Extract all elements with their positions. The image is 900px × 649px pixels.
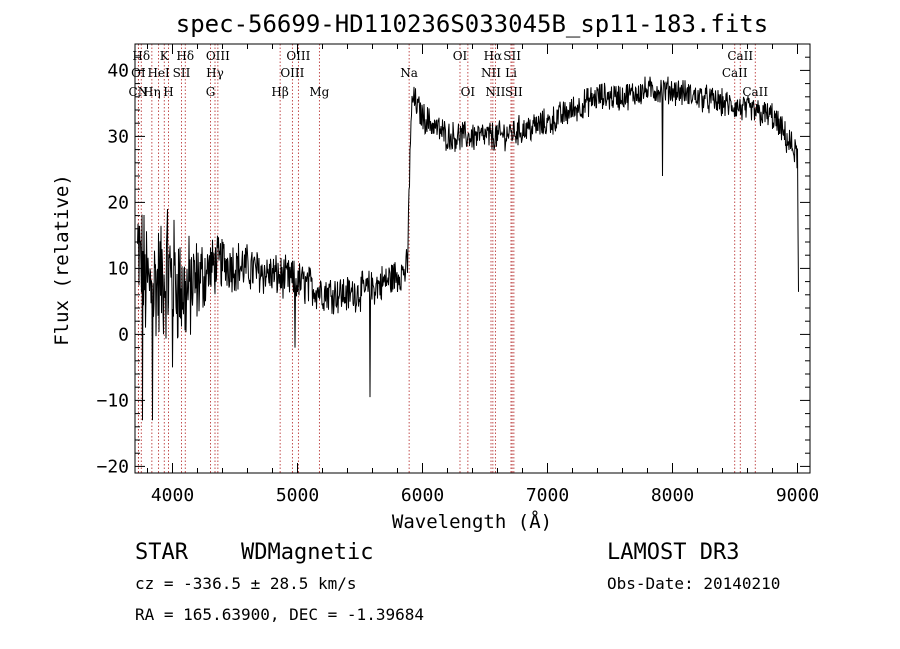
spectral-line-label: CN	[129, 85, 149, 99]
y-tick-label: 20	[107, 192, 129, 213]
y-tick-label: −10	[96, 390, 129, 411]
spectral-line-label: SII	[505, 85, 523, 99]
spectral-line-label: HeI	[147, 66, 170, 80]
y-axis-ticks: −20 −10 0 10 20 30 40	[96, 43, 810, 477]
spectral-line-label: G	[206, 85, 216, 99]
x-tick-label: 5000	[276, 485, 319, 506]
object-subclass: WDMagnetic	[241, 540, 373, 565]
spectral-line-label: K	[160, 49, 170, 63]
spectrum-plot-area	[137, 76, 799, 421]
spectral-line-label: OIII	[280, 66, 304, 80]
x-tick-label: 7000	[526, 485, 569, 506]
spectral-line-label: Mg	[309, 85, 329, 99]
spectral-line-label: CaII	[727, 49, 753, 63]
spectral-line-label: Hδ	[132, 49, 150, 63]
sky-coordinates: RA = 165.63900, DEC = -1.39684	[135, 605, 424, 624]
spectral-line-label: SII	[173, 66, 191, 80]
spectral-line-label: Hα	[484, 49, 503, 63]
x-tick-label: 6000	[401, 485, 444, 506]
spectral-line-label: Hγ	[206, 66, 224, 80]
spectral-line-label: Li	[505, 66, 517, 80]
y-tick-label: 0	[118, 324, 129, 345]
spectral-line-label: NII	[481, 66, 501, 80]
spectral-line-label: OIII	[206, 49, 230, 63]
spectral-line-label: OI	[461, 85, 476, 99]
spectral-line-label: H	[163, 85, 173, 99]
spectral-line-label: CaII	[742, 85, 768, 99]
spectral-line-label: OI	[131, 66, 146, 80]
x-tick-label: 8000	[651, 485, 694, 506]
y-tick-label: 10	[107, 258, 129, 279]
spectral-line-label: Hη	[143, 85, 161, 99]
spectral-line-label: Hδ	[176, 49, 194, 63]
redshift-cz: cz = -336.5 ± 28.5 km/s	[135, 574, 357, 593]
y-axis-label: Flux (relative)	[51, 174, 73, 346]
survey-name: LAMOST DR3	[607, 540, 739, 565]
x-tick-label: 9000	[776, 485, 819, 506]
y-tick-label: 40	[107, 60, 129, 81]
y-tick-label: 30	[107, 126, 129, 147]
spectral-line-label: SII	[503, 49, 521, 63]
object-class: STAR	[135, 540, 189, 565]
spectral-line-label: CaII	[722, 66, 748, 80]
y-tick-label: −20	[96, 456, 129, 477]
spectral-line-label: Hβ	[271, 85, 288, 99]
spectrum-line	[137, 76, 799, 421]
chart-title: spec-56699-HD110236S033045B_sp11-183.fit…	[176, 10, 768, 38]
x-tick-label: 4000	[151, 485, 194, 506]
spectral-line-label: OI	[453, 49, 468, 63]
observation-date: Obs-Date: 20140210	[607, 574, 780, 593]
x-axis-ticks: 4000 5000 6000 7000 8000 9000	[147, 44, 819, 506]
spectral-line-label: OIII	[286, 49, 310, 63]
spectral-line-label: Na	[400, 66, 418, 80]
spectral-line-label: NII	[485, 85, 505, 99]
x-axis-label: Wavelength (Å)	[392, 510, 552, 533]
